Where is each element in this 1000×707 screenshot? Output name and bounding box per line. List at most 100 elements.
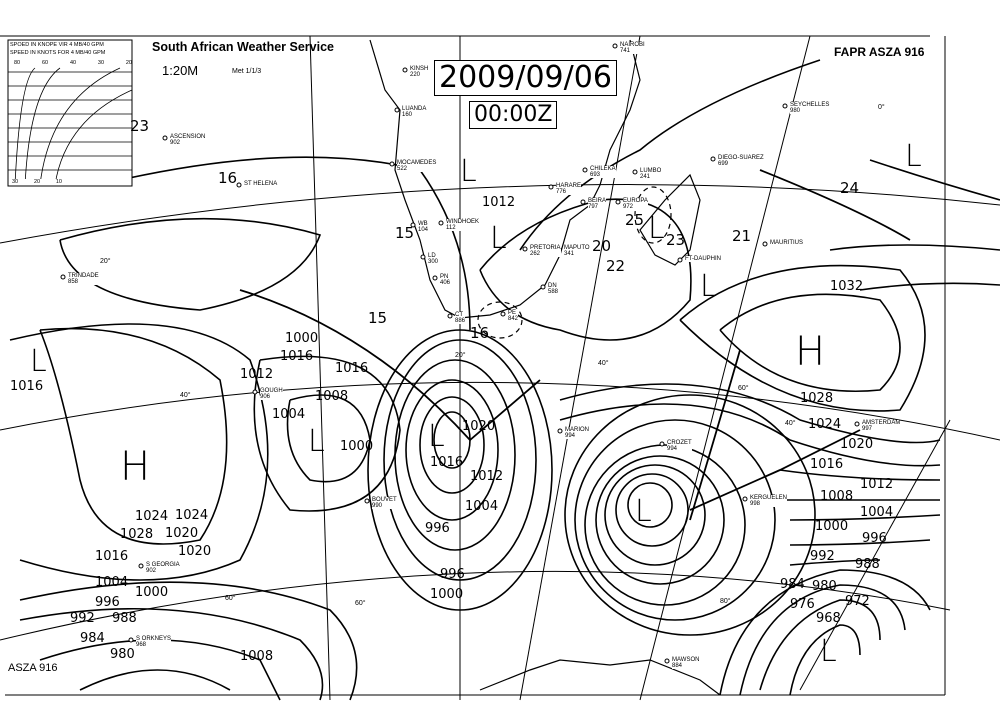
station-marker xyxy=(582,167,588,173)
wind-observation: 21 xyxy=(732,227,752,245)
station-marker xyxy=(522,246,528,252)
station-name: PE xyxy=(508,310,517,316)
isobar-label: 1016 xyxy=(10,379,44,394)
wind-observation: 22 xyxy=(606,257,626,275)
station-marker xyxy=(410,222,416,228)
legend-box xyxy=(7,39,133,187)
chart-code: FAPR ASZA 916 xyxy=(834,45,925,59)
station-label: MAPUTO 341 xyxy=(564,245,590,257)
station-name: DN xyxy=(548,283,557,289)
station-label: CROZET 994 xyxy=(667,440,692,452)
isobar-label: 1000 xyxy=(815,519,849,534)
chart-code-bottom: ASZA 916 xyxy=(8,662,58,674)
isobar-label: 1024 xyxy=(135,509,169,524)
isobar-label: 996 xyxy=(862,531,887,546)
station-label: CT 886 xyxy=(455,312,466,324)
station-code: 842 xyxy=(508,316,519,322)
high-pressure-marker: H xyxy=(120,444,151,490)
station-name: HARARE xyxy=(556,183,582,189)
isobar-label: 1012 xyxy=(240,367,274,382)
station-code: 241 xyxy=(640,174,651,180)
station-label: MOCAMEDES 522 xyxy=(397,160,437,172)
station-marker xyxy=(252,389,258,395)
station-name: TRINDADE xyxy=(68,273,99,279)
station-label: S GEORGIA 902 xyxy=(146,562,180,574)
station-name: CT xyxy=(455,312,463,318)
station-label: KERGUELEN 998 xyxy=(750,495,788,507)
station-code: 797 xyxy=(588,204,599,210)
isobar-label: 1016 xyxy=(430,455,464,470)
station-code: 741 xyxy=(620,48,631,54)
station-code: 300 xyxy=(428,259,439,265)
map-scale: 1:20M xyxy=(162,63,199,78)
station-marker xyxy=(742,496,748,502)
station-code: 972 xyxy=(623,204,634,210)
meridian-line xyxy=(309,35,331,701)
isobar-label: 1004 xyxy=(272,407,306,422)
map-border xyxy=(0,35,946,696)
station-label: LUMBO 241 xyxy=(640,168,662,180)
coastlines xyxy=(369,39,721,696)
station-marker xyxy=(447,313,453,319)
legend-tick: 20 xyxy=(33,179,41,185)
isobar-label: 1016 xyxy=(280,349,314,364)
station-name: PN xyxy=(440,274,449,280)
station-marker xyxy=(612,43,618,49)
latitude-label: 0° xyxy=(878,104,885,111)
station-code: 112 xyxy=(446,225,456,231)
troughs xyxy=(477,186,672,339)
legend-tick: 80 xyxy=(14,60,21,66)
isobar-label: 988 xyxy=(112,611,137,626)
low-pressure-marker: L xyxy=(490,221,507,256)
isobar-label: 1020 xyxy=(462,419,496,434)
station-marker xyxy=(557,428,563,434)
isobar-label: 972 xyxy=(845,594,870,609)
isobar-label: 1000 xyxy=(285,331,319,346)
madagascar-coast xyxy=(639,173,701,266)
isobar-label: 992 xyxy=(70,611,95,626)
station-marker xyxy=(540,284,546,290)
station-label: AMSTERDAM 997 xyxy=(862,420,901,432)
station-label: PRETORIA 262 xyxy=(530,245,561,257)
latitude-label: 40° xyxy=(598,360,609,367)
station-marker xyxy=(500,311,506,317)
low-pressure-marker: L xyxy=(700,269,717,304)
date-stamp: 2009/09/06 xyxy=(434,60,617,96)
latitude-label: 80° xyxy=(720,598,731,605)
isobar-label: 984 xyxy=(80,631,105,646)
isobar-label: 968 xyxy=(816,611,841,626)
station-marker xyxy=(389,161,395,167)
legend-top-ticks: 80 60 40 30 20 xyxy=(14,60,132,66)
wind-observation: 25 xyxy=(625,211,645,229)
station-code: 902 xyxy=(146,568,157,574)
latitude-label: 60° xyxy=(225,595,236,602)
station-label: DIEGO-SUAREZ 699 xyxy=(718,155,764,167)
low-pressure-marker: L xyxy=(820,634,837,669)
station-name: FT-DAUPHIN xyxy=(685,256,721,262)
station-code: 998 xyxy=(750,501,761,507)
met-reference: Met 1/1/3 xyxy=(232,68,262,75)
station-name: LUANDA xyxy=(402,106,427,112)
isobar-label: 1032 xyxy=(830,279,864,294)
isobar-label: 1028 xyxy=(800,391,834,406)
station-label: CHILEKA 693 xyxy=(590,166,616,178)
station-name: BOUVET xyxy=(372,497,397,503)
station-code: 994 xyxy=(565,433,576,439)
station-name: WINDHOEK xyxy=(446,219,479,225)
station-name: SEYCHELLES xyxy=(790,102,830,108)
isobar-label: 1016 xyxy=(335,361,369,376)
isobar-label: 1008 xyxy=(315,389,349,404)
station-marker xyxy=(782,103,788,109)
isobar-label: 1000 xyxy=(430,587,464,602)
station-code: 776 xyxy=(556,189,567,195)
legend-bottom-ticks: 30 20 10 xyxy=(12,179,62,185)
africa-coast xyxy=(369,39,641,319)
station-code: 902 xyxy=(170,140,181,146)
antarctica-coast xyxy=(479,659,721,696)
wind-observation: 24 xyxy=(840,179,860,197)
station-label: PE 842 xyxy=(508,310,519,322)
legend-tick: 30 xyxy=(97,60,105,66)
isobar-label: 996 xyxy=(95,595,120,610)
